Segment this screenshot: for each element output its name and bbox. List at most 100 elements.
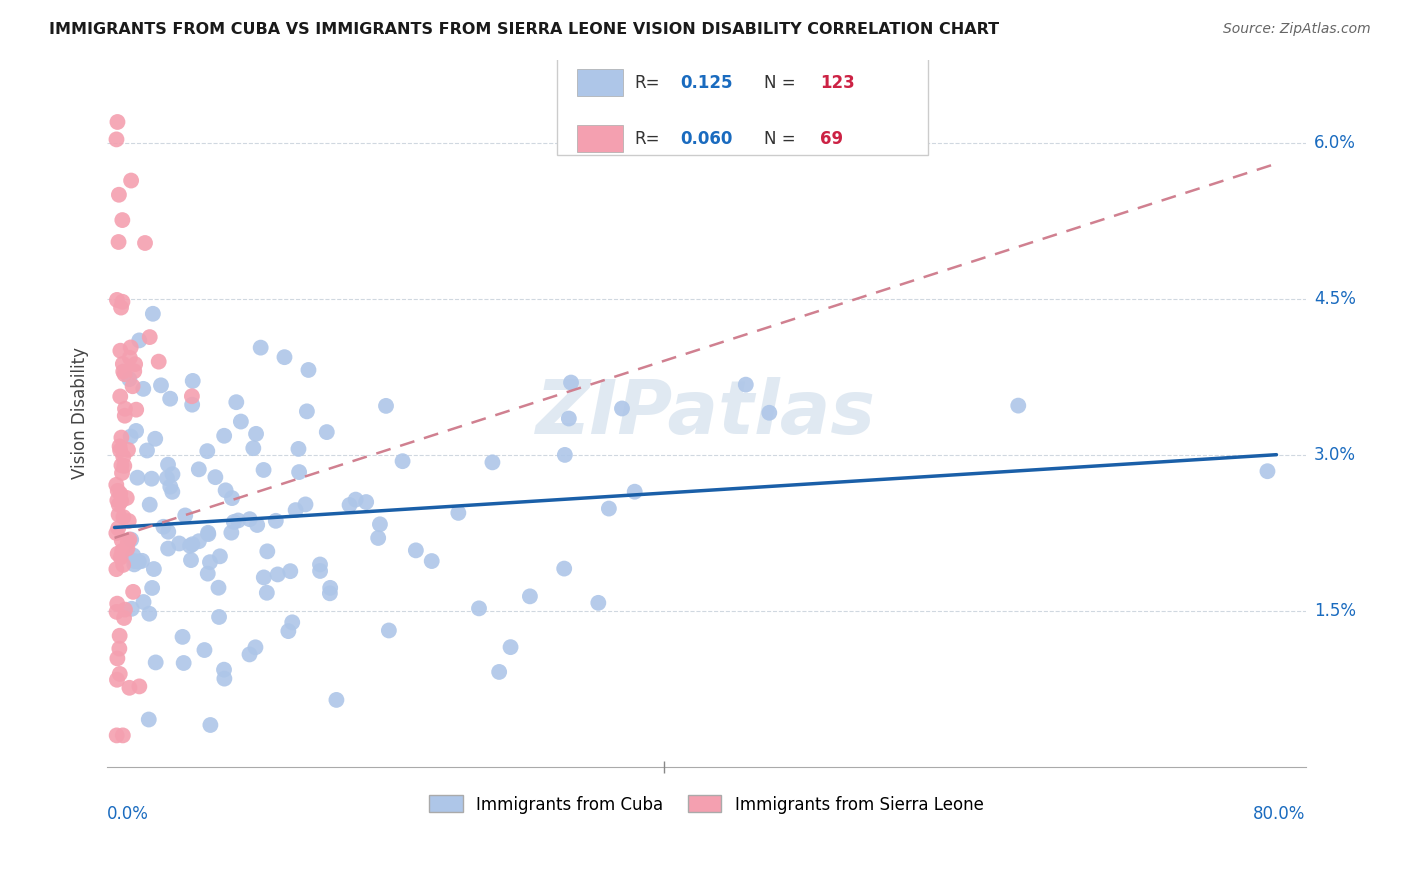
- Text: N =: N =: [763, 74, 796, 92]
- Point: [142, 562, 165, 576]
- Point: [238, 648, 260, 662]
- Point: [252, 463, 274, 477]
- Point: [623, 484, 645, 499]
- Point: [204, 470, 226, 484]
- Point: [198, 555, 221, 569]
- Point: [108, 187, 131, 202]
- Point: [159, 480, 181, 494]
- Point: [249, 341, 271, 355]
- Point: [221, 491, 243, 505]
- Point: [132, 382, 155, 396]
- Point: [118, 533, 141, 547]
- Point: [339, 498, 361, 512]
- Point: [468, 601, 491, 615]
- Point: [111, 728, 134, 742]
- Point: [115, 491, 138, 505]
- Point: [281, 615, 304, 630]
- Y-axis label: Vision Disability: Vision Disability: [72, 347, 89, 479]
- Point: [105, 478, 128, 492]
- Point: [118, 681, 141, 695]
- Point: [499, 640, 522, 654]
- Point: [107, 483, 129, 498]
- Point: [132, 595, 155, 609]
- Point: [105, 132, 128, 146]
- Point: [111, 466, 134, 480]
- Point: [122, 364, 145, 378]
- Point: [128, 555, 150, 569]
- Point: [118, 514, 141, 528]
- Bar: [576, 70, 623, 96]
- Point: [105, 526, 128, 541]
- Point: [127, 471, 149, 485]
- Point: [172, 630, 194, 644]
- Point: [297, 363, 319, 377]
- Point: [110, 389, 132, 403]
- Point: [145, 656, 167, 670]
- Point: [162, 484, 184, 499]
- Point: [138, 607, 160, 621]
- Point: [136, 443, 159, 458]
- Text: 4.5%: 4.5%: [1313, 290, 1355, 308]
- Point: [1007, 399, 1029, 413]
- Point: [214, 483, 236, 498]
- Point: [117, 535, 139, 549]
- Point: [174, 508, 197, 523]
- Point: [610, 401, 633, 416]
- Point: [1256, 464, 1278, 478]
- Point: [588, 596, 610, 610]
- Point: [553, 561, 575, 575]
- Point: [157, 541, 180, 556]
- Point: [447, 506, 470, 520]
- Point: [128, 334, 150, 348]
- Point: [105, 562, 128, 576]
- Text: ZIPatlas: ZIPatlas: [537, 376, 876, 450]
- Point: [125, 424, 148, 438]
- Text: 6.0%: 6.0%: [1313, 134, 1355, 152]
- Point: [173, 656, 195, 670]
- Point: [354, 495, 377, 509]
- Point: [117, 442, 139, 457]
- Point: [212, 663, 235, 677]
- Point: [120, 533, 142, 547]
- Point: [112, 611, 135, 625]
- Point: [554, 448, 576, 462]
- Point: [344, 492, 367, 507]
- Point: [180, 389, 202, 403]
- Point: [125, 402, 148, 417]
- Point: [110, 431, 132, 445]
- Point: [197, 566, 219, 581]
- Point: [197, 527, 219, 541]
- Point: [108, 641, 131, 656]
- Text: 123: 123: [820, 74, 855, 92]
- Text: R=: R=: [634, 74, 659, 92]
- Point: [124, 554, 146, 568]
- Point: [226, 513, 249, 527]
- Point: [112, 364, 135, 378]
- Point: [758, 406, 780, 420]
- Point: [159, 392, 181, 406]
- Point: [110, 494, 132, 508]
- Point: [222, 515, 245, 529]
- Point: [245, 640, 267, 655]
- Point: [288, 465, 311, 479]
- Point: [162, 467, 184, 482]
- Point: [148, 354, 170, 368]
- Point: [239, 512, 262, 526]
- Point: [107, 498, 129, 512]
- Point: [207, 581, 229, 595]
- Point: [138, 330, 160, 344]
- Text: 69: 69: [820, 129, 844, 148]
- Point: [295, 404, 318, 418]
- Point: [141, 472, 163, 486]
- Point: [124, 357, 146, 371]
- Text: 1.5%: 1.5%: [1313, 601, 1355, 620]
- Point: [107, 508, 129, 522]
- Point: [141, 581, 163, 595]
- Text: 0.0%: 0.0%: [107, 805, 149, 823]
- Point: [131, 554, 153, 568]
- Point: [256, 586, 278, 600]
- Bar: [576, 126, 623, 153]
- Point: [108, 439, 131, 453]
- Point: [208, 549, 231, 564]
- Text: 3.0%: 3.0%: [1313, 446, 1355, 464]
